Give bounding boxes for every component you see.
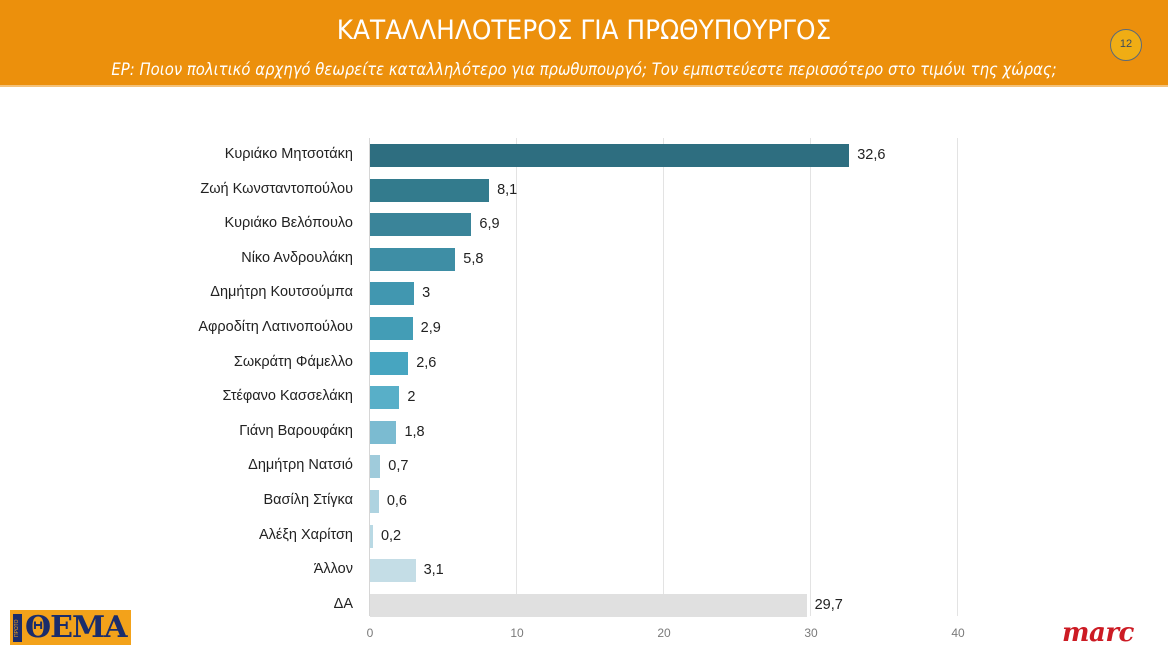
category-label: Αφροδίτη Λατινοπούλου [198, 319, 353, 335]
header-banner: ΚΑΤΑΛΛΗΛΟΤΕΡΟΣ ΓΙΑ ΠΡΩΘΥΠΟΥΡΓΟΣ ΕΡ: Ποιο… [0, 0, 1168, 87]
value-label: 0,7 [388, 458, 409, 474]
bar-row: Νίκο Ανδρουλάκη 5,8 [0, 248, 1168, 272]
bar-row: ΔΑ 29,7 [0, 594, 1168, 618]
gridline [810, 138, 811, 616]
bar [370, 559, 416, 582]
proto-thema-logo: ΠΡΩΤΟ ΘΕΜΑ [10, 610, 131, 645]
category-label: ΔΑ [333, 596, 353, 612]
x-tick-label: 10 [510, 626, 524, 640]
value-label: 5,8 [463, 251, 484, 267]
value-label: 1,8 [404, 424, 425, 440]
category-label: Δημήτρη Κουτσούμπα [210, 284, 353, 300]
bar [370, 179, 490, 202]
value-label: 8,1 [497, 182, 518, 198]
category-label: Κυριάκο Μητσοτάκη [224, 146, 353, 162]
page-title: ΚΑΤΑΛΛΗΛΟΤΕΡΟΣ ΓΙΑ ΠΡΩΘΥΠΟΥΡΓΟΣ [336, 15, 832, 46]
bar-row: Αλέξη Χαρίτση 0,2 [0, 525, 1168, 549]
x-tick-label: 30 [804, 626, 818, 640]
gridline [663, 138, 664, 616]
category-label: Άλλον [313, 561, 353, 577]
category-label: Σωκράτη Φάμελλο [233, 354, 353, 370]
marc-logo: marc [1062, 618, 1134, 648]
category-label: Κυριάκο Βελόπουλο [224, 215, 353, 231]
gridline [957, 138, 958, 616]
proto-thema-logo-main: ΘΕΜΑ [25, 610, 127, 645]
category-label: Νίκο Ανδρουλάκη [241, 250, 353, 266]
bar-row: Άλλον 3,1 [0, 559, 1168, 583]
proto-thema-logo-small: ΠΡΩΤΟ [13, 613, 22, 642]
value-label: 3,1 [423, 562, 444, 578]
value-label: 0,2 [380, 528, 402, 544]
value-label: 3 [422, 285, 431, 301]
bar [370, 213, 472, 236]
x-tick-label: 20 [657, 626, 671, 640]
bar-row: Κυριάκο Βελόπουλο 6,9 [0, 213, 1168, 237]
bar-row: Βασίλη Στίγκα 0,6 [0, 490, 1168, 514]
bar [370, 282, 415, 305]
bar-row: Αφροδίτη Λατινοπούλου 2,9 [0, 317, 1168, 341]
bar [370, 248, 456, 271]
x-tick-label: 40 [951, 626, 965, 640]
value-label: 32,6 [857, 147, 886, 163]
bar [370, 490, 379, 513]
bar [370, 421, 397, 444]
value-label: 2 [407, 389, 416, 405]
bar-row: Δημήτρη Κουτσούμπα 3 [0, 282, 1168, 306]
bar [370, 455, 381, 478]
gridline [516, 138, 517, 616]
bar-row: Γιάνη Βαρουφάκη 1,8 [0, 421, 1168, 445]
bar [370, 386, 400, 409]
value-label: 29,7 [814, 597, 843, 613]
value-label: 2,6 [416, 355, 437, 371]
value-label: 2,9 [420, 320, 441, 336]
value-label: 0,6 [386, 493, 407, 509]
question-subtitle: ΕΡ: Ποιον πολιτικό αρχηγό θεωρείτε καταλ… [111, 60, 1057, 79]
category-label: Στέφανο Κασσελάκη [222, 388, 353, 404]
bar-row: Κυριάκο Μητσοτάκη 32,6 [0, 144, 1168, 168]
bar [370, 594, 807, 617]
category-label: Δημήτρη Νατσιό [248, 457, 353, 473]
bar [370, 525, 373, 548]
bar-row: Ζωή Κωνσταντοπούλου 8,1 [0, 179, 1168, 203]
bar [370, 352, 409, 375]
y-axis-line [369, 138, 370, 616]
bar-row: Σωκράτη Φάμελλο 2,6 [0, 352, 1168, 376]
category-label: Βασίλη Στίγκα [263, 492, 354, 508]
category-label: Αλέξη Χαρίτση [258, 527, 353, 543]
bar [370, 144, 850, 167]
value-label: 6,9 [479, 216, 500, 232]
category-label: Γιάνη Βαρουφάκη [239, 423, 353, 439]
category-label: Ζωή Κωνσταντοπούλου [200, 181, 353, 197]
page-number-badge: 12 [1110, 29, 1142, 61]
bar-row: Δημήτρη Νατσιό 0,7 [0, 455, 1168, 479]
bar-row: Στέφανο Κασσελάκη 2 [0, 386, 1168, 410]
x-tick-label: 0 [366, 626, 374, 640]
bar [370, 317, 413, 340]
